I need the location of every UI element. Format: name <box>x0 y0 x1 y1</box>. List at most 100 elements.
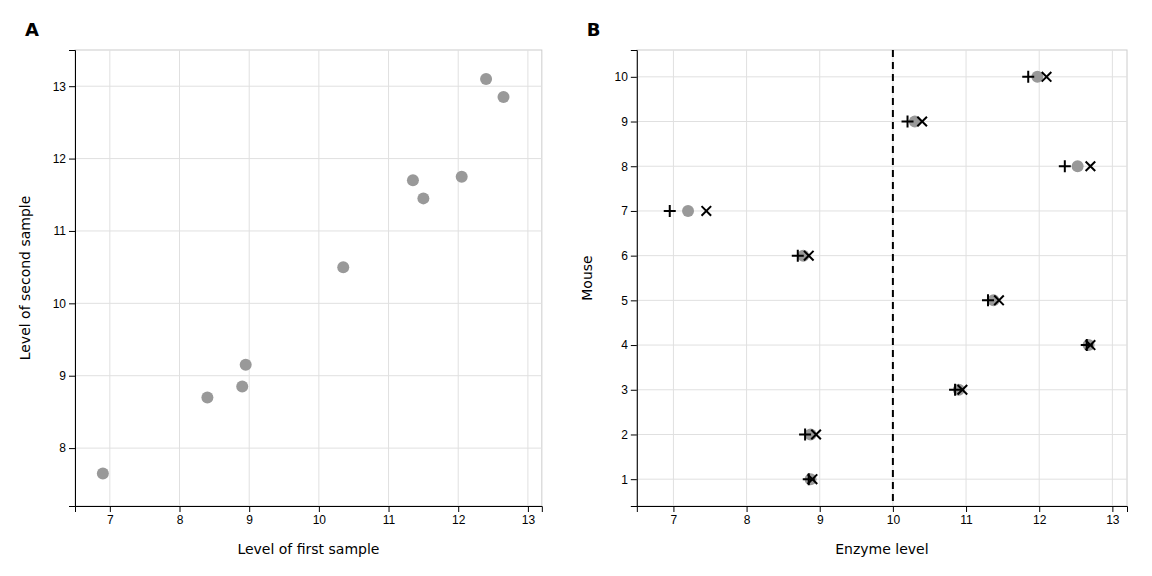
x-tick-label: 12 <box>1033 513 1047 527</box>
x-tick: 7 <box>107 506 114 527</box>
series <box>664 71 1093 485</box>
grid-line-x <box>388 50 389 506</box>
panel-title: B <box>587 19 601 40</box>
grid-line-x <box>458 50 459 506</box>
grid-line-y <box>75 448 542 449</box>
y-tick-label: 5 <box>621 294 628 308</box>
y-tick-mark <box>69 303 75 304</box>
y-tick: 7 <box>621 204 637 218</box>
point <box>97 467 109 479</box>
y-tick: 9 <box>621 115 637 129</box>
chart-root: 789101112138910111213Level of first samp… <box>0 0 1152 576</box>
grid-line-y <box>637 389 1127 390</box>
series <box>682 71 1095 485</box>
grid-line-y <box>75 230 542 231</box>
grid <box>637 50 1127 506</box>
y-tick-label: 12 <box>53 152 67 166</box>
y-tick-label: 6 <box>621 249 628 263</box>
point <box>1042 72 1052 82</box>
x-tick: 9 <box>817 506 824 527</box>
x-tick-label: 11 <box>383 513 396 527</box>
grid-line-x <box>1112 50 1113 506</box>
x-tick-label: 11 <box>960 513 973 527</box>
grid <box>75 50 542 506</box>
x-tick: 11 <box>960 506 973 527</box>
x-axis: 78910111213 <box>76 506 543 527</box>
y-tick-label: 1 <box>621 473 628 487</box>
x-tick-mark <box>249 506 250 512</box>
x-tick-mark <box>110 506 111 512</box>
point <box>236 381 248 393</box>
y-tick-label: 8 <box>59 441 66 455</box>
y-tick-label: 4 <box>621 338 628 352</box>
grid-line-y <box>637 166 1127 167</box>
x-tick: 8 <box>177 506 184 527</box>
y-tick-mark <box>69 86 75 87</box>
x-tick: 12 <box>452 506 466 527</box>
y-tick-label: 3 <box>621 383 628 397</box>
grid-line-x <box>179 50 180 506</box>
plot-frame <box>637 50 1127 506</box>
x-tick-label: 9 <box>246 513 253 527</box>
x-tick: 7 <box>671 506 678 527</box>
grid-line-x <box>249 50 250 506</box>
point <box>1086 161 1096 171</box>
x-tick: 10 <box>887 506 901 527</box>
x-tick-mark <box>747 506 748 512</box>
grid-line-y <box>637 121 1127 122</box>
plot-frame <box>75 50 542 506</box>
grid-line-x <box>318 50 319 506</box>
point <box>417 192 429 204</box>
x-tick-label: 9 <box>817 513 824 527</box>
marks <box>664 50 1095 506</box>
y-tick-label: 10 <box>53 297 67 311</box>
y-tick-mark <box>69 376 75 377</box>
grid-line-y <box>75 86 542 87</box>
x-tick-mark <box>319 506 320 512</box>
y-axis-line <box>69 51 76 507</box>
x-axis-line <box>637 507 1127 513</box>
point <box>958 385 968 395</box>
y-tick-label: 9 <box>59 369 66 383</box>
x-tick-label: 10 <box>313 513 327 527</box>
y-axis-title: Level of second sample <box>17 196 33 361</box>
point <box>702 206 712 216</box>
x-tick-mark <box>1039 506 1040 512</box>
y-tick: 9 <box>59 369 75 383</box>
grid-line-x <box>892 50 893 506</box>
grid-line-y <box>637 345 1127 346</box>
panel: 789101112138910111213Level of first samp… <box>17 19 542 557</box>
y-tick-mark <box>631 300 637 301</box>
grid-line-y <box>75 303 542 304</box>
grid-line-x <box>746 50 747 506</box>
y-tick: 10 <box>614 70 636 84</box>
point <box>994 296 1004 306</box>
y-tick-mark <box>631 122 637 123</box>
y-tick-label: 11 <box>54 224 67 238</box>
y-tick: 11 <box>54 224 75 238</box>
x-tick: 10 <box>313 506 327 527</box>
y-tick-mark <box>631 77 637 78</box>
grid-line-y <box>75 158 542 159</box>
x-tick-mark <box>180 506 181 512</box>
y-tick-mark <box>631 390 637 391</box>
x-tick-label: 7 <box>671 513 678 527</box>
x-tick-mark <box>389 506 390 512</box>
x-tick-mark <box>820 506 821 512</box>
x-axis-title: Enzyme level <box>835 541 928 557</box>
point <box>808 474 818 484</box>
y-tick-mark <box>69 159 75 160</box>
point <box>664 205 676 217</box>
grid-line-y <box>637 255 1127 256</box>
y-tick-mark <box>631 166 637 167</box>
marks <box>97 73 510 479</box>
x-tick-label: 12 <box>452 513 466 527</box>
x-tick-label: 10 <box>887 513 901 527</box>
point <box>792 250 804 262</box>
x-tick-label: 13 <box>1106 513 1120 527</box>
grid-line-x <box>1039 50 1040 506</box>
point <box>498 91 510 103</box>
x-tick: 12 <box>1033 506 1047 527</box>
point <box>1059 160 1071 172</box>
grid-line-y <box>637 76 1127 77</box>
